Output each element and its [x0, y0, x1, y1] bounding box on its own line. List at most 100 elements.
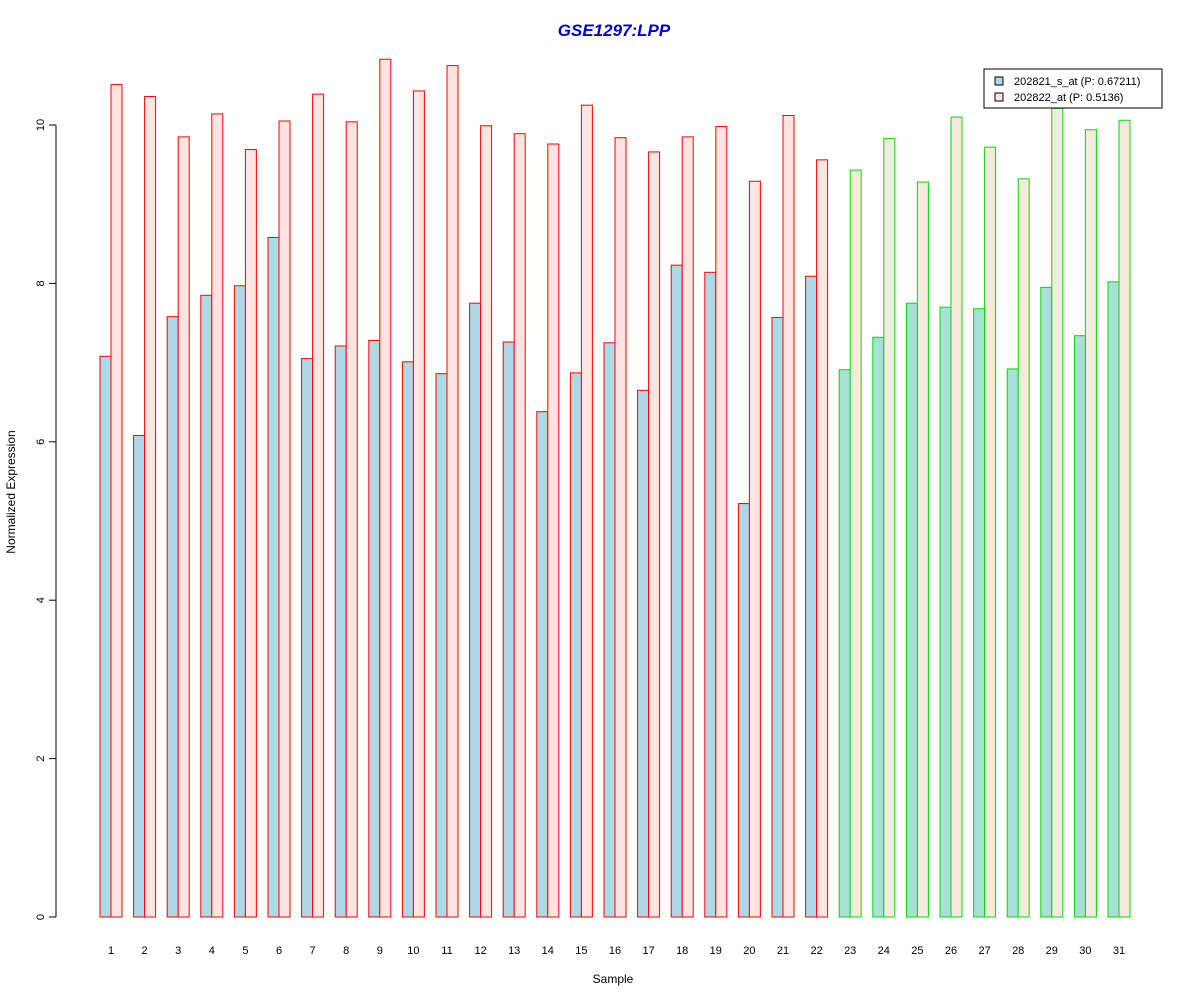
x-tick-label: 9 [377, 945, 383, 957]
legend-box [983, 68, 1163, 109]
bar-202822-at-sample-9 [379, 58, 392, 918]
x-tick-label: 29 [1046, 945, 1058, 957]
x-tick-label: 8 [343, 945, 349, 957]
x-tick-label: 15 [575, 945, 587, 957]
x-tick-label: 7 [310, 945, 316, 957]
bar-202821-s-at-sample-23 [838, 369, 851, 918]
bar-202822-at-sample-18 [681, 136, 694, 918]
x-tick-label: 21 [777, 945, 789, 957]
bar-202822-at-sample-11 [446, 65, 459, 918]
legend-label: 202821_s_at (P: 0.67211) [1014, 76, 1140, 88]
bar-202821-s-at-sample-9 [368, 339, 381, 918]
x-tick-label: 26 [945, 945, 957, 957]
bar-202821-s-at-sample-24 [872, 336, 885, 918]
x-tick-label: 17 [642, 945, 654, 957]
y-tick-label: 6 [35, 439, 47, 445]
bar-202822-at-sample-30 [1084, 129, 1097, 918]
bars-layer [99, 58, 1131, 918]
x-tick-label: 12 [474, 945, 486, 957]
legend: 202821_s_at (P: 0.67211) 202822_at (P: 0.… [983, 68, 1163, 109]
bar-202821-s-at-sample-4 [200, 294, 213, 918]
bar-202821-s-at-sample-26 [939, 306, 952, 918]
bar-202821-s-at-sample-15 [569, 372, 582, 918]
bar-202821-s-at-sample-8 [334, 345, 347, 918]
bar-202821-s-at-sample-28 [1006, 368, 1019, 918]
bar-202821-s-at-sample-10 [401, 361, 414, 918]
bar-202821-s-at-sample-27 [973, 308, 986, 918]
y-tick-label: 0 [35, 914, 47, 920]
bar-202821-s-at-sample-22 [805, 275, 818, 918]
bar-202821-s-at-sample-19 [704, 271, 717, 918]
x-tick-label: 2 [142, 945, 148, 957]
x-axis-tick-labels: 1 2 3 4 5 6 7 8 9 10 11 12 13 14 15 16 17 18 19 20 21 22 23 24 2… [108, 945, 1125, 957]
bar-202821-s-at-sample-20 [737, 503, 750, 918]
bar-202822-at-sample-19 [715, 126, 728, 918]
bar-202821-s-at-sample-1 [99, 355, 112, 918]
bar-202822-at-sample-23 [849, 169, 862, 918]
bar-202822-at-sample-6 [278, 120, 291, 918]
x-tick-label: 23 [844, 945, 856, 957]
bar-202821-s-at-sample-16 [603, 342, 616, 918]
bar-202821-s-at-sample-31 [1107, 281, 1120, 918]
x-tick-label: 19 [710, 945, 722, 957]
bar-202821-s-at-sample-25 [905, 302, 918, 918]
bar-202822-at-sample-13 [513, 133, 526, 918]
x-tick-label: 10 [407, 945, 419, 957]
chart-title: GSE1297:LPP [558, 21, 671, 40]
bar-202821-s-at-sample-12 [469, 302, 482, 918]
x-tick-label: 4 [209, 945, 215, 957]
x-tick-label: 27 [978, 945, 990, 957]
bar-202822-at-sample-16 [614, 137, 627, 918]
y-axis: 0 2 4 6 8 10 [35, 119, 57, 920]
bar-202822-at-sample-29 [1051, 107, 1064, 918]
bar-202821-s-at-sample-5 [233, 285, 246, 918]
bar-202822-at-sample-31 [1118, 119, 1131, 918]
x-tick-label: 28 [1012, 945, 1024, 957]
x-tick-label: 22 [810, 945, 822, 957]
bar-202822-at-sample-12 [480, 125, 493, 918]
bar-202822-at-sample-24 [883, 137, 896, 918]
x-tick-label: 13 [508, 945, 520, 957]
bar-202822-at-sample-26 [950, 116, 963, 918]
x-tick-label: 16 [609, 945, 621, 957]
bar-202822-at-sample-17 [648, 151, 661, 918]
bar-202822-at-sample-14 [547, 143, 560, 918]
bar-202822-at-sample-20 [748, 180, 761, 918]
bar-202822-at-sample-25 [916, 181, 929, 918]
bar-202821-s-at-sample-2 [133, 434, 146, 918]
x-tick-label: 3 [175, 945, 181, 957]
y-tick-label: 4 [35, 597, 47, 603]
bar-202821-s-at-sample-29 [1040, 286, 1053, 918]
bar-202822-at-sample-28 [1017, 178, 1030, 918]
x-tick-label: 11 [441, 945, 452, 957]
x-tick-label: 1 [108, 945, 114, 957]
y-tick-label: 10 [35, 119, 47, 131]
y-tick-label: 8 [35, 280, 47, 286]
legend-label: 202822_at (P: 0.5136) [1014, 92, 1123, 104]
bar-202821-s-at-sample-7 [301, 358, 314, 918]
bar-202822-at-sample-27 [984, 146, 997, 918]
legend-swatch [994, 76, 1004, 86]
bar-202822-at-sample-5 [244, 149, 257, 918]
x-tick-label: 18 [676, 945, 688, 957]
bar-202821-s-at-sample-18 [670, 264, 683, 918]
bar-202821-s-at-sample-11 [435, 373, 448, 918]
y-axis-label: Normalized Expression [4, 430, 18, 553]
bar-202821-s-at-sample-21 [771, 316, 784, 918]
bar-202822-at-sample-10 [412, 90, 425, 918]
bar-202822-at-sample-4 [211, 113, 224, 918]
bar-202821-s-at-sample-17 [637, 389, 650, 918]
bar-202822-at-sample-22 [816, 159, 829, 918]
bar-202822-at-sample-2 [144, 95, 157, 918]
y-tick-label: 2 [35, 756, 47, 762]
bar-202821-s-at-sample-14 [536, 411, 549, 918]
bar-202822-at-sample-15 [580, 104, 593, 918]
x-tick-label: 20 [743, 945, 755, 957]
x-tick-label: 30 [1079, 945, 1091, 957]
bar-202822-at-sample-1 [110, 84, 123, 918]
x-tick-label: 31 [1113, 945, 1125, 957]
x-tick-label: 5 [242, 945, 248, 957]
bar-202822-at-sample-21 [782, 114, 795, 918]
bar-202821-s-at-sample-6 [267, 236, 280, 918]
